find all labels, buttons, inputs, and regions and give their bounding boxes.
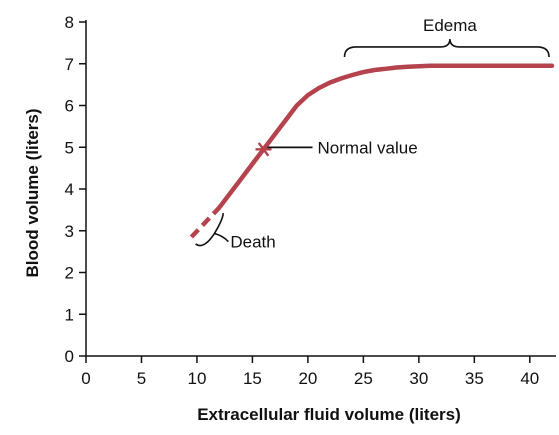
x-tick-label: 25 [354,369,373,388]
x-tick-label: 0 [81,369,90,388]
y-axis-title: Blood volume (liters) [23,108,42,277]
x-tick-label: 15 [243,369,262,388]
x-tick-label: 40 [520,369,539,388]
y-tick-label: 5 [65,138,74,157]
y-tick-label: 4 [65,180,74,199]
death-dashed-segment [189,206,221,239]
normal-value-marker [255,142,272,157]
x-axis-title: Extracellular fluid volume (liters) [197,405,461,424]
curve-layer [189,63,555,239]
y-tick-label: 7 [65,55,74,74]
death-bracket [195,213,229,247]
y-ticks: 0 1 2 3 4 5 6 7 8 [65,13,86,366]
normal-value-label: Normal value [318,138,418,157]
x-ticks: 0 5 10 15 20 25 30 35 40 [81,356,539,388]
x-tick-label: 5 [137,369,146,388]
y-tick-label: 2 [65,264,74,283]
normal-value-marker-stroke [257,142,270,157]
edema-bracket [343,38,550,58]
x-tick-label: 10 [187,369,206,388]
y-tick-label: 1 [65,305,74,324]
blood-volume-curve [216,63,555,211]
x-tick-label: 35 [465,369,484,388]
y-tick-label: 0 [65,347,74,366]
x-tick-label: 20 [298,369,317,388]
y-tick-label: 6 [65,97,74,116]
death-label: Death [230,233,275,252]
x-tick-label: 30 [409,369,428,388]
edema-label: Edema [423,16,477,35]
y-tick-label: 3 [65,222,74,241]
axes [85,20,556,357]
y-tick-label: 8 [65,13,74,32]
